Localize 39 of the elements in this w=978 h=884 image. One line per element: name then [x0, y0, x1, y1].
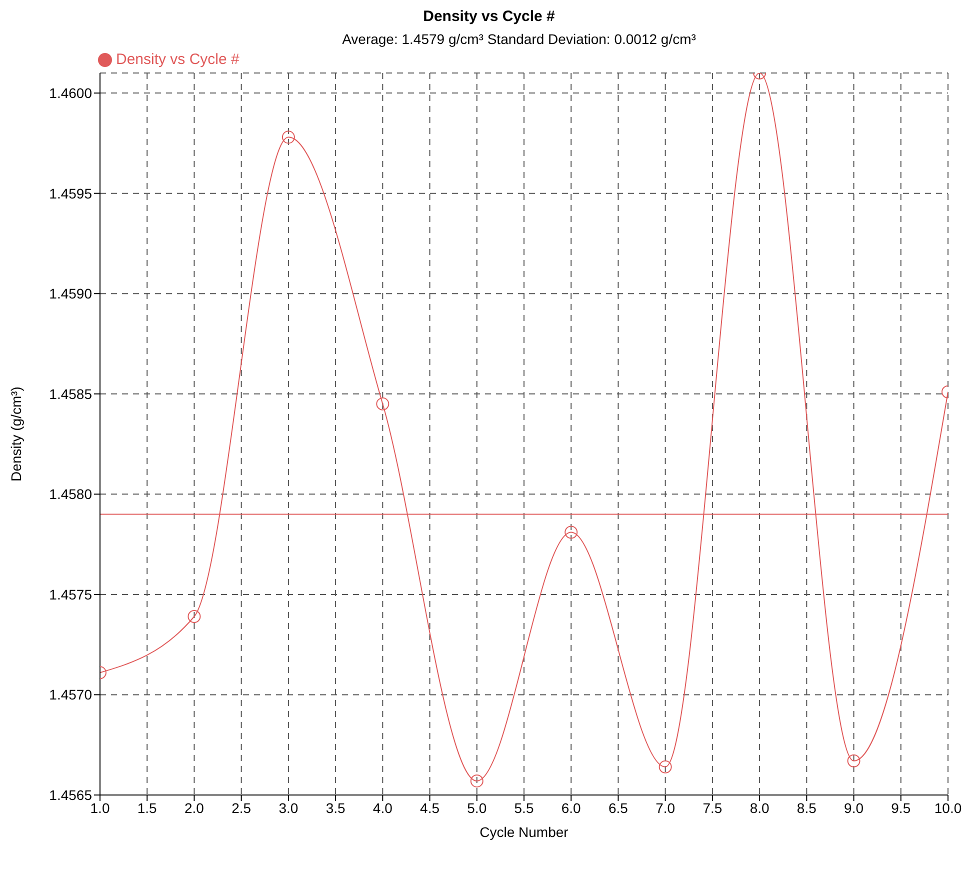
y-tick-label: 1.4565 — [49, 786, 92, 803]
y-tick-label: 1.4570 — [49, 686, 92, 703]
x-tick-label: 8.0 — [750, 800, 770, 816]
x-tick-label: 2.0 — [184, 800, 204, 816]
y-tick-label: 1.4585 — [49, 386, 92, 402]
point — [470, 774, 484, 788]
x-tick-label: 6.0 — [561, 800, 582, 816]
x-tick-label: 1.5 — [137, 800, 158, 816]
x-tick-label: 4.0 — [372, 800, 393, 816]
point — [188, 610, 201, 624]
y-axis-title: Density (g/cm³) — [8, 386, 24, 482]
y-tick-label: 1.4575 — [49, 586, 92, 602]
y-tick-label: 1.4595 — [49, 185, 92, 202]
x-tick-label: 7.5 — [702, 800, 722, 816]
x-tick-label: 6.5 — [608, 800, 628, 816]
point — [658, 760, 672, 774]
x-tick-label: 2.5 — [232, 800, 252, 816]
y-tick-label: 1.4580 — [49, 486, 92, 502]
x-tick-label: 5.5 — [514, 800, 534, 816]
x-tick-label: 10.0 — [934, 800, 962, 816]
point — [847, 754, 860, 768]
y-tick-label: 1.4600 — [49, 85, 92, 102]
x-tick-label: 1.0 — [90, 800, 110, 816]
x-tick-label: 4.5 — [420, 800, 440, 816]
x-tick-label: 9.5 — [891, 800, 911, 816]
point — [564, 526, 578, 539]
x-tick-label: 7.0 — [656, 800, 676, 816]
y-tick-label: 1.4590 — [49, 286, 92, 302]
x-tick-label: 3.0 — [278, 800, 298, 816]
chart-title: Density vs Cycle # — [422, 8, 556, 25]
point — [376, 397, 390, 410]
x-axis-title: Cycle Number — [480, 824, 569, 840]
x-tick-label: 9.0 — [844, 800, 864, 816]
x-tick-label: 3.5 — [326, 800, 346, 816]
x-tick-label: 5.0 — [467, 800, 487, 816]
point — [282, 130, 295, 144]
legend-label: Density vs Cycle # — [116, 51, 240, 68]
chart-subtitle: Average: 1.4579 g/cm³ Standard Deviation: 0.0012 g/cm³ — [341, 31, 697, 47]
x-tick-label: 8.5 — [796, 800, 817, 816]
